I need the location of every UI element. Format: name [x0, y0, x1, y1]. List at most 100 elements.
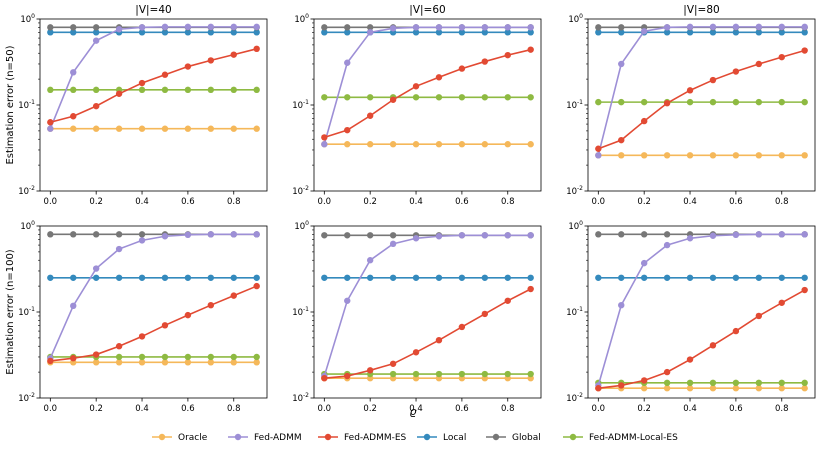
- data-point: [47, 125, 54, 132]
- data-point: [207, 125, 215, 132]
- data-point: [138, 231, 146, 238]
- data-point: [230, 51, 237, 58]
- legend-marker: [492, 433, 500, 441]
- series-local: [321, 274, 534, 281]
- series-fed-admm-local-es: [47, 86, 260, 94]
- data-point: [481, 58, 489, 65]
- y-tick-base: 10: [20, 222, 31, 232]
- data-point: [366, 24, 374, 31]
- plot-frame: [313, 225, 542, 399]
- legend-marker: [569, 433, 577, 441]
- data-point: [412, 370, 420, 378]
- data-point: [686, 274, 694, 281]
- x-tick-label: 0.8: [775, 197, 789, 207]
- data-point: [504, 370, 511, 378]
- series-oracle: [321, 141, 534, 148]
- data-point: [595, 231, 602, 238]
- data-point: [640, 259, 648, 267]
- data-point: [663, 24, 671, 31]
- data-point: [344, 126, 351, 134]
- y-tick-exponent: 0: [305, 220, 309, 227]
- data-point: [663, 231, 671, 238]
- y-tick-label: 100: [294, 220, 309, 232]
- data-point: [618, 136, 625, 144]
- legend-label: Fed-ADMM-ES: [344, 433, 407, 443]
- data-point: [230, 86, 237, 94]
- data-point: [663, 152, 671, 159]
- data-point: [70, 125, 77, 132]
- data-point: [92, 86, 100, 94]
- data-point: [366, 141, 374, 148]
- y-tick-exponent: -1: [29, 99, 35, 106]
- data-point: [161, 359, 169, 366]
- data-point: [138, 274, 146, 281]
- y-tick-label: 10-2: [566, 185, 583, 197]
- x-tick-label: 0.4: [409, 404, 423, 414]
- y-tick-base: 10: [18, 308, 29, 318]
- y-tick-label: 100: [568, 220, 583, 232]
- data-point: [732, 29, 740, 36]
- y-tick-exponent: -2: [29, 185, 35, 192]
- y-tick-exponent: 0: [579, 13, 583, 20]
- data-point: [755, 60, 763, 68]
- data-point: [207, 29, 215, 36]
- data-point: [732, 327, 740, 335]
- series-local: [47, 29, 260, 36]
- data-point: [640, 274, 648, 281]
- data-point: [321, 134, 328, 141]
- data-point: [321, 141, 328, 148]
- series-oracle: [321, 374, 534, 382]
- data-point: [618, 231, 625, 238]
- data-point: [686, 385, 694, 392]
- series-line: [50, 285, 257, 362]
- data-point: [778, 274, 785, 281]
- series-local: [595, 29, 808, 36]
- data-point: [709, 274, 717, 281]
- legend-marker: [234, 433, 242, 441]
- data-point: [458, 141, 466, 148]
- plot-frame: [39, 225, 268, 399]
- data-point: [115, 231, 123, 238]
- series-layer: [595, 231, 808, 392]
- data-point: [732, 152, 740, 159]
- y-tick-exponent: 0: [31, 13, 35, 20]
- legend-marker: [324, 433, 332, 441]
- x-tick-label: 0.8: [501, 404, 515, 414]
- legend-label: Fed-ADMM: [254, 433, 302, 443]
- data-point: [207, 86, 215, 94]
- data-point: [527, 24, 534, 31]
- data-point: [70, 113, 77, 120]
- series-line: [597, 233, 805, 386]
- data-point: [253, 86, 260, 94]
- data-point: [663, 29, 671, 36]
- data-point: [778, 152, 785, 159]
- data-point: [184, 63, 192, 70]
- data-point: [595, 98, 602, 106]
- legend-item-global: Global: [486, 433, 541, 443]
- y-tick-label: 10-1: [292, 306, 309, 318]
- y-tick-base: 10: [20, 15, 31, 25]
- y-tick-exponent: -2: [303, 185, 309, 192]
- x-tick-label: 0.2: [363, 404, 377, 414]
- data-point: [709, 29, 717, 36]
- legend-item-local: Local: [417, 433, 466, 443]
- y-tick-base: 10: [292, 394, 303, 404]
- data-point: [115, 274, 123, 281]
- y-tick-label: 100: [20, 13, 35, 25]
- data-point: [527, 29, 534, 36]
- data-point: [755, 152, 763, 159]
- legend-item-fed-admm-local-es: Fed-ADMM-Local-ES: [563, 433, 678, 443]
- data-point: [138, 79, 146, 87]
- data-point: [686, 356, 694, 363]
- data-point: [161, 29, 169, 36]
- y-tick-base: 10: [566, 308, 577, 318]
- legend-item-oracle: Oracle: [152, 433, 208, 443]
- x-tick-label: 0.0: [44, 404, 58, 414]
- data-point: [755, 23, 763, 31]
- data-point: [70, 69, 77, 76]
- data-point: [527, 285, 534, 293]
- data-point: [504, 29, 511, 36]
- x-tick-label: 0.0: [44, 197, 58, 207]
